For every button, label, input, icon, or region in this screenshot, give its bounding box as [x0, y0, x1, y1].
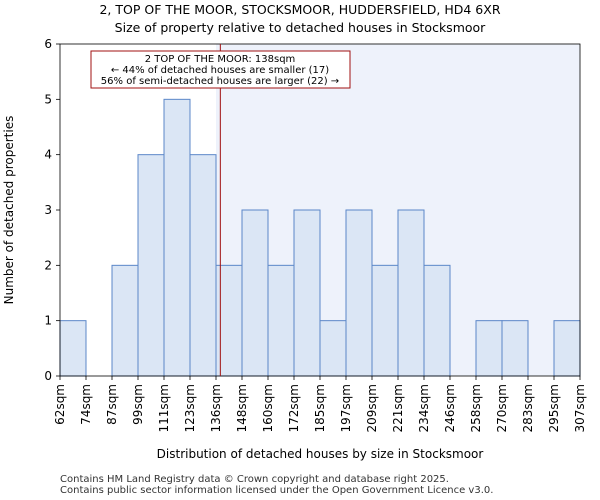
bar [293, 209, 321, 377]
x-tick-label: 148sqm [235, 384, 249, 432]
annotation-line2: ← 44% of detached houses are smaller (17… [111, 65, 329, 76]
bar [163, 98, 191, 377]
bar [59, 320, 87, 377]
bar [423, 264, 451, 377]
x-tick-label: 246sqm [443, 384, 457, 432]
bar [371, 264, 399, 377]
bar [501, 320, 529, 377]
y-tick-label: 6 [44, 37, 52, 51]
bar [137, 154, 165, 377]
x-tick-label: 270sqm [495, 384, 509, 432]
x-tick-label: 74sqm [79, 384, 93, 425]
x-tick-label: 87sqm [105, 384, 119, 425]
y-axis-label: Number of detached properties [2, 116, 16, 305]
x-tick-label: 123sqm [183, 384, 197, 432]
y-tick-label: 2 [44, 258, 52, 272]
bar [319, 320, 347, 377]
annotation-border [90, 50, 351, 89]
bar [475, 320, 503, 377]
footer-line2: Contains public sector information licen… [60, 485, 494, 496]
x-axis-label: Distribution of detached houses by size … [157, 447, 484, 461]
x-tick-label: 172sqm [287, 384, 301, 432]
x-tick-label: 197sqm [339, 384, 353, 432]
x-tick-label: 307sqm [573, 384, 587, 432]
x-tick-label: 295sqm [547, 384, 561, 432]
y-tick-label: 1 [44, 314, 52, 328]
x-tick-label: 185sqm [313, 384, 327, 432]
y-tick-label: 0 [44, 369, 52, 383]
chart-title: 2, TOP OF THE MOOR, STOCKSMOOR, HUDDERSF… [99, 2, 501, 17]
x-tick-label: 234sqm [417, 384, 431, 432]
bar [241, 209, 269, 377]
bar [267, 264, 295, 377]
bar [553, 320, 581, 377]
footer-line1: Contains HM Land Registry data © Crown c… [60, 474, 449, 485]
annotation-line3: 56% of semi-detached houses are larger (… [101, 76, 339, 87]
x-tick-label: 111sqm [157, 384, 171, 432]
x-tick-label: 258sqm [469, 384, 483, 432]
x-tick-label: 99sqm [131, 384, 145, 425]
annotation-line1: 2 TOP OF THE MOOR: 138sqm [145, 54, 296, 65]
bar [189, 154, 217, 377]
x-tick-label: 283sqm [521, 384, 535, 432]
x-tick-label: 221sqm [391, 384, 405, 432]
annotation-box: 2 TOP OF THE MOOR: 138sqm ← 44% of detac… [90, 50, 351, 89]
y-tick-label: 3 [44, 203, 52, 217]
y-tick-label: 5 [44, 92, 52, 106]
x-tick-label: 62sqm [53, 384, 67, 425]
x-tick-label: 209sqm [365, 384, 379, 432]
bar [111, 264, 139, 377]
y-tick-label: 4 [44, 148, 52, 162]
x-tick-label: 160sqm [261, 384, 275, 432]
chart-subtitle: Size of property relative to detached ho… [114, 20, 486, 35]
bar [345, 209, 373, 377]
x-tick-label: 136sqm [209, 384, 223, 432]
bar [397, 209, 425, 377]
